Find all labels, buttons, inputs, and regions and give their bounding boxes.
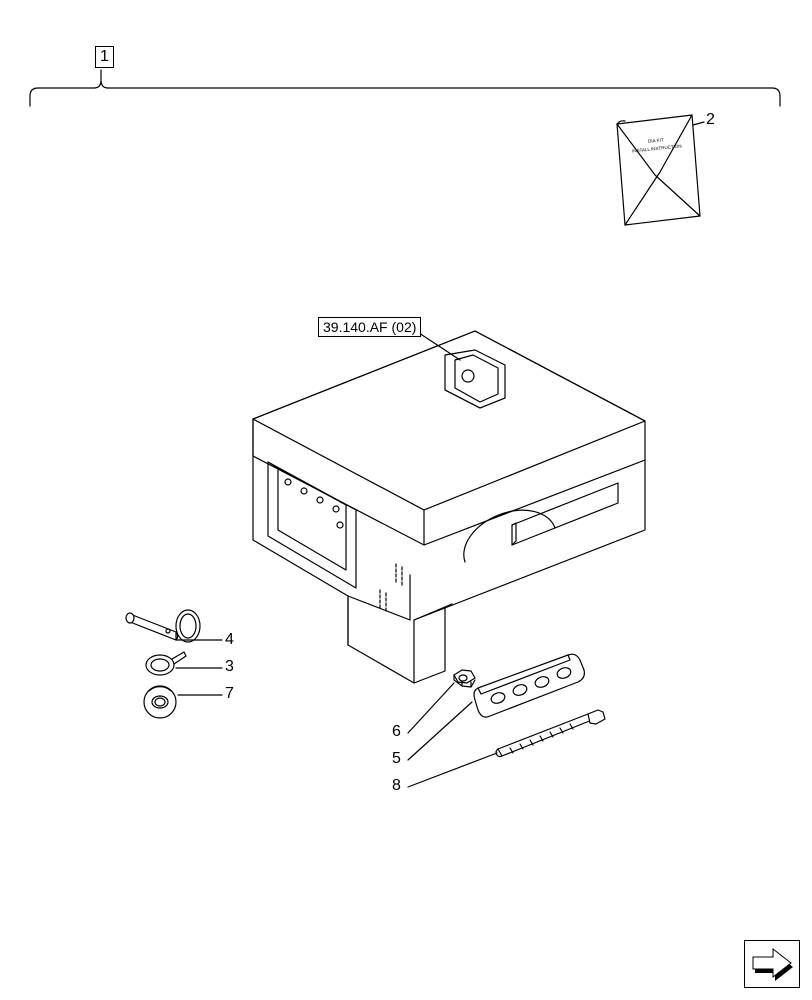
diagram-canvas: DIA KIT INSTALL INSTRUCTION — [0, 0, 812, 1000]
manual-packet-drawing: DIA KIT INSTALL INSTRUCTION — [617, 115, 700, 225]
callout-7: 7 — [225, 685, 234, 703]
clip-pin-drawing — [146, 652, 186, 675]
callout-4: 4 — [225, 631, 234, 649]
bolt-drawing — [496, 710, 605, 757]
next-arrow-icon — [745, 941, 801, 989]
callout-1: 1 — [95, 46, 114, 68]
callout-3: 3 — [225, 658, 234, 676]
assembly-reference-label: 39.140.AF (02) — [318, 317, 421, 337]
parts-illustration: DIA KIT INSTALL INSTRUCTION — [0, 0, 812, 1000]
callout-5: 5 — [392, 750, 401, 768]
hex-nut-drawing — [454, 670, 475, 687]
ballast-weight-drawing — [253, 331, 645, 683]
callout-2: 2 — [706, 111, 715, 129]
next-page-button[interactable] — [744, 940, 800, 988]
drawbar-plate-drawing — [474, 654, 584, 717]
callout-8: 8 — [392, 777, 401, 795]
lock-pin-drawing — [126, 610, 200, 642]
callout-6: 6 — [392, 723, 401, 741]
ball-bushing-drawing — [144, 686, 176, 718]
